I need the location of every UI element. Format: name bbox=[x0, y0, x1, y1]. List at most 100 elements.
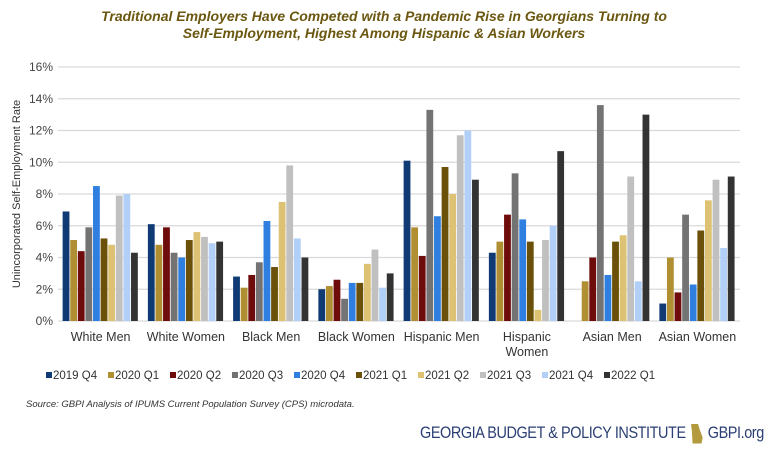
bar-2019-q4 bbox=[62, 211, 70, 321]
bar-2021-q2 bbox=[619, 235, 627, 321]
y-tick-label: 2% bbox=[36, 282, 54, 296]
bar-2021-q3 bbox=[456, 135, 464, 321]
bar-2020-q4 bbox=[434, 216, 441, 321]
y-tick-label: 4% bbox=[36, 251, 54, 265]
bar-2020-q2 bbox=[333, 279, 341, 321]
bar-2021-q3 bbox=[115, 195, 123, 321]
bar-2022-q1 bbox=[301, 257, 309, 321]
bar-2021-q2 bbox=[363, 263, 371, 321]
bar-2020-q1 bbox=[70, 240, 78, 321]
bar-2022-q1 bbox=[216, 241, 224, 321]
legend-swatch bbox=[170, 372, 176, 378]
legend-label: 2021 Q3 bbox=[487, 370, 531, 382]
x-tick-label: Asian Men bbox=[583, 330, 642, 344]
bar-2020-q3 bbox=[255, 262, 263, 321]
bar-2020-q2 bbox=[163, 227, 170, 321]
legend-swatch bbox=[46, 372, 52, 378]
bar-2020-q2 bbox=[674, 292, 682, 321]
bar-2021-q3 bbox=[371, 249, 379, 321]
bar-2022-q1 bbox=[642, 114, 650, 321]
bar-2020-q1 bbox=[240, 287, 248, 321]
bar-2021-q2 bbox=[108, 244, 116, 321]
bar-2021-q2 bbox=[534, 309, 542, 321]
bar-2021-q4 bbox=[379, 287, 386, 321]
bar-2021-q3 bbox=[627, 176, 635, 321]
legend-swatch bbox=[542, 372, 548, 378]
bar-2021-q4 bbox=[549, 225, 557, 321]
legend-label: 2021 Q4 bbox=[549, 370, 594, 382]
legend-label: 2021 Q2 bbox=[425, 370, 469, 382]
bar-2021-q4 bbox=[720, 247, 727, 321]
bar-2021-q3 bbox=[286, 165, 294, 321]
bar-2021-q3 bbox=[712, 179, 720, 321]
y-tick-label: 6% bbox=[36, 219, 54, 233]
x-tick-label: Women bbox=[505, 345, 548, 359]
bar-2021-q2 bbox=[704, 200, 712, 321]
bar-2020-q3 bbox=[341, 298, 348, 321]
legend-label: 2019 Q4 bbox=[53, 370, 98, 382]
bar-2020-q3 bbox=[596, 105, 604, 321]
bar-2021-q2 bbox=[449, 194, 457, 321]
bar-2021-q3 bbox=[542, 240, 549, 321]
bar-2020-q3 bbox=[511, 173, 519, 321]
title-line-2: Self-Employment, Highest Among Hispanic … bbox=[182, 25, 586, 41]
bar-2021-q1 bbox=[356, 282, 364, 321]
legend-swatch bbox=[418, 372, 424, 378]
y-tick-label: 8% bbox=[36, 187, 54, 201]
legend-label: 2020 Q2 bbox=[177, 370, 221, 382]
bar-2022-q1 bbox=[131, 252, 138, 321]
bar-2020-q4 bbox=[348, 282, 356, 321]
y-axis-label: Unincorporated Self-Employment Rate bbox=[11, 100, 23, 288]
legend-label: 2020 Q4 bbox=[301, 370, 346, 382]
title-line-1: Traditional Employers Have Competed with… bbox=[101, 8, 667, 24]
bar-2020-q2 bbox=[589, 257, 597, 321]
brand-name: GEORGIA BUDGET & POLICY INSTITUTE bbox=[420, 423, 686, 442]
bar-2020-q3 bbox=[170, 252, 178, 321]
bar-2020-q2 bbox=[418, 255, 426, 321]
bar-2020-q2 bbox=[248, 274, 256, 321]
bar-2021-q1 bbox=[697, 230, 705, 321]
bar-2019-q4 bbox=[488, 252, 496, 321]
bar-2019-q4 bbox=[659, 303, 667, 321]
bar-2020-q1 bbox=[666, 257, 674, 321]
legend-swatch bbox=[356, 372, 362, 378]
x-tick-label: Black Women bbox=[318, 330, 395, 344]
x-tick-label: Hispanic bbox=[503, 330, 551, 344]
bar-2021-q4 bbox=[634, 281, 642, 321]
x-tick-label: White Women bbox=[147, 330, 225, 344]
bar-2021-q1 bbox=[271, 267, 278, 321]
georgia-map-icon bbox=[690, 423, 703, 444]
bar-2020-q2 bbox=[504, 214, 511, 321]
bar-2020-q4 bbox=[263, 220, 271, 321]
bar-2020-q3 bbox=[426, 109, 434, 321]
bar-2020-q1 bbox=[325, 286, 333, 321]
bar-2021-q4 bbox=[293, 238, 301, 321]
bar-2022-q1 bbox=[557, 151, 565, 321]
legend-label: 2021 Q1 bbox=[363, 370, 407, 382]
bar-2020-q1 bbox=[155, 244, 163, 321]
x-tick-label: White Men bbox=[71, 330, 131, 344]
bar-2021-q1 bbox=[526, 241, 534, 321]
legend-label: 2020 Q1 bbox=[115, 370, 159, 382]
legend-swatch bbox=[232, 372, 238, 378]
bar-2019-q4 bbox=[233, 276, 240, 321]
brand-url: GBPI.org bbox=[707, 423, 764, 442]
bar-2019-q4 bbox=[403, 160, 411, 321]
bar-2021-q1 bbox=[441, 167, 449, 321]
legend-swatch bbox=[294, 372, 300, 378]
chart-title: Traditional Employers Have Competed with… bbox=[0, 8, 768, 42]
legend-swatch bbox=[108, 372, 114, 378]
y-tick-label: 16% bbox=[29, 60, 53, 74]
legend-label: 2022 Q1 bbox=[611, 370, 655, 382]
bar-2021-q1 bbox=[185, 240, 193, 321]
bar-2020-q1 bbox=[581, 281, 589, 321]
x-tick-label: Hispanic Men bbox=[404, 330, 480, 344]
bar-2021-q4 bbox=[464, 130, 472, 321]
bar-2021-q4 bbox=[123, 194, 131, 321]
x-tick-label: Black Men bbox=[242, 330, 300, 344]
bar-2020-q4 bbox=[93, 186, 100, 321]
bar-2019-q4 bbox=[147, 224, 155, 321]
bar-2020-q1 bbox=[496, 241, 504, 321]
bar-2020-q2 bbox=[77, 251, 85, 321]
bar-2021-q4 bbox=[208, 243, 216, 321]
